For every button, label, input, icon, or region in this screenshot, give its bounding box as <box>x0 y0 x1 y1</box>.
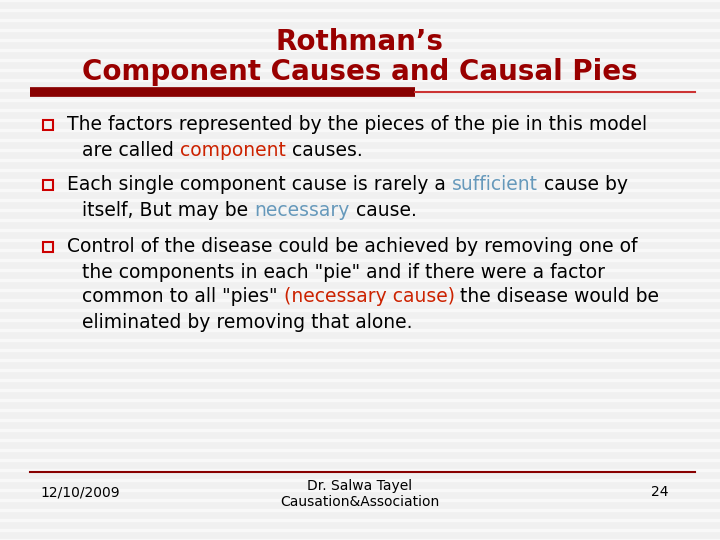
Bar <box>43 242 53 252</box>
Text: eliminated by removing that alone.: eliminated by removing that alone. <box>82 313 413 332</box>
Text: Component Causes and Causal Pies: Component Causes and Causal Pies <box>82 58 638 86</box>
Text: Causation&Association: Causation&Association <box>280 495 440 509</box>
Text: causes.: causes. <box>286 140 362 159</box>
Text: 24: 24 <box>652 485 669 499</box>
Text: cause.: cause. <box>349 200 416 219</box>
Text: The factors represented by the pieces of the pie in this model: The factors represented by the pieces of… <box>67 116 647 134</box>
Bar <box>43 180 53 190</box>
Text: cause by: cause by <box>538 176 628 194</box>
Text: component: component <box>180 140 286 159</box>
Text: sufficient: sufficient <box>452 176 538 194</box>
Text: common to all "pies": common to all "pies" <box>82 287 284 307</box>
Text: itself, But may be: itself, But may be <box>82 200 254 219</box>
Text: Control of the disease could be achieved by removing one of: Control of the disease could be achieved… <box>67 238 637 256</box>
Text: are called: are called <box>82 140 180 159</box>
Text: the disease would be: the disease would be <box>454 287 660 307</box>
Text: 12/10/2009: 12/10/2009 <box>40 485 120 499</box>
Text: Rothman’s: Rothman’s <box>276 28 444 56</box>
Text: Dr. Salwa Tayel: Dr. Salwa Tayel <box>307 479 413 493</box>
Text: necessary: necessary <box>254 200 349 219</box>
Text: (necessary cause): (necessary cause) <box>284 287 454 307</box>
Bar <box>43 120 53 130</box>
Text: Each single component cause is rarely a: Each single component cause is rarely a <box>67 176 452 194</box>
Text: the components in each "pie" and if there were a factor: the components in each "pie" and if ther… <box>82 262 605 281</box>
